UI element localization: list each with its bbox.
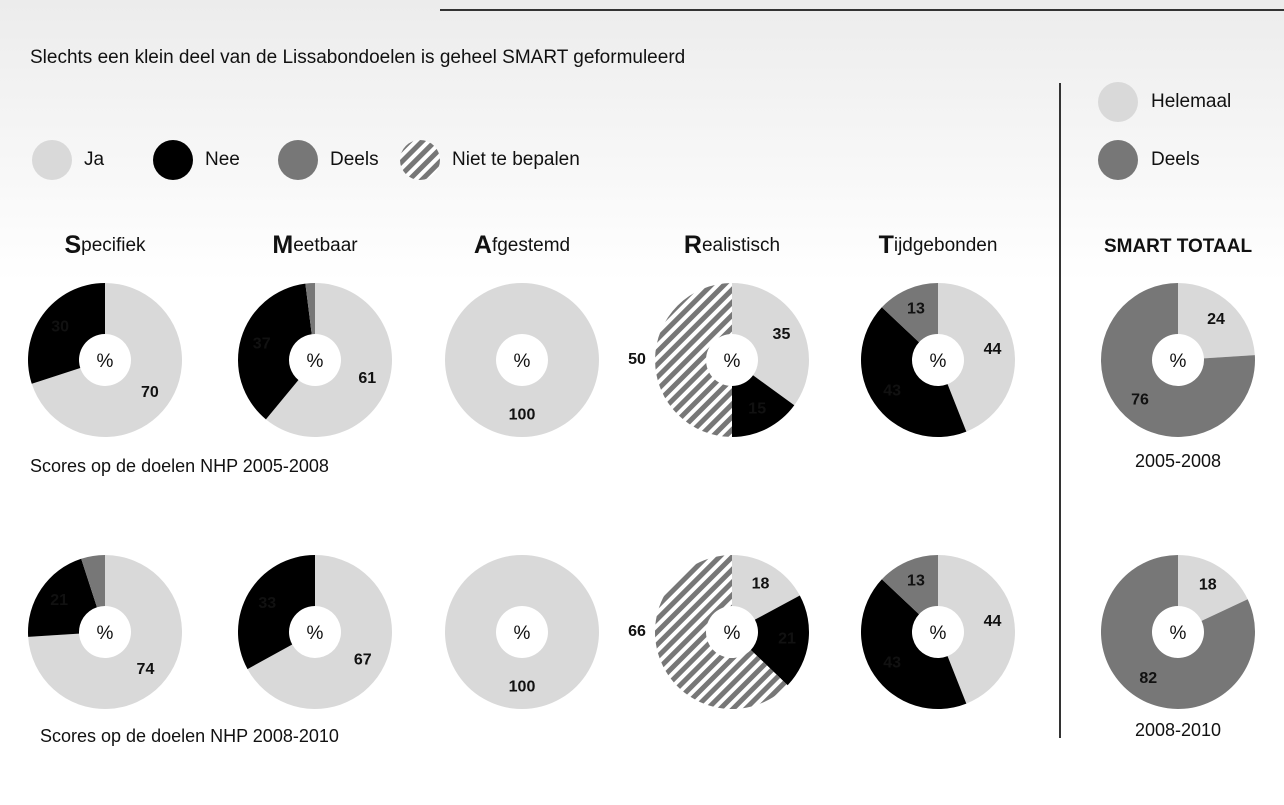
center-label: % xyxy=(1170,351,1187,372)
value-label: 21 xyxy=(778,631,796,648)
center-label: % xyxy=(97,623,114,644)
donut-segment xyxy=(654,555,788,709)
donut-segment xyxy=(247,555,392,709)
donut-segment xyxy=(31,283,182,437)
total-caption: 2005-2008 xyxy=(1135,451,1221,471)
donut-segment xyxy=(444,283,599,438)
value-label: 35 xyxy=(773,326,791,343)
chart-title: Afgestemd xyxy=(474,231,570,259)
value-label: 33 xyxy=(258,595,276,612)
value-label: 44 xyxy=(984,341,1002,358)
legend-swatch xyxy=(278,140,318,180)
donut-segment xyxy=(861,579,967,709)
center-label: % xyxy=(307,351,324,372)
chart-title: Meetbaar xyxy=(272,231,358,259)
value-label: 67 xyxy=(354,651,372,668)
value-label: 43 xyxy=(883,382,901,399)
legend-label: Niet te bepalen xyxy=(452,149,580,170)
center-label: % xyxy=(724,351,741,372)
legend-swatch xyxy=(32,140,72,180)
donut-segment xyxy=(27,282,106,384)
value-label: 30 xyxy=(51,319,69,336)
legend-swatch xyxy=(1098,82,1138,122)
donut-segment xyxy=(1178,555,1248,621)
value-label: 66 xyxy=(628,623,646,640)
value-label: 43 xyxy=(883,654,901,671)
legend-label: Deels xyxy=(330,149,379,170)
donut-segment xyxy=(881,555,938,615)
donut-segment xyxy=(27,558,97,637)
donut-segment xyxy=(305,283,315,335)
center-label: % xyxy=(97,351,114,372)
chart-title: Realistisch xyxy=(684,231,780,259)
value-label: 100 xyxy=(509,407,536,424)
value-label: 82 xyxy=(1139,670,1157,687)
donut-segment xyxy=(238,555,315,670)
legend-swatch xyxy=(1098,140,1138,180)
donut-segment xyxy=(938,555,1015,704)
center-label: % xyxy=(514,623,531,644)
value-label: 100 xyxy=(509,679,536,696)
donut-segment xyxy=(750,595,809,686)
donut-segment xyxy=(444,555,599,709)
value-label: 37 xyxy=(253,336,271,353)
donut-segment xyxy=(861,307,967,437)
legend-label: Helemaal xyxy=(1151,91,1231,112)
donut-segment xyxy=(732,375,795,437)
center-label: % xyxy=(307,623,324,644)
total-caption: 2008-2010 xyxy=(1135,720,1221,740)
value-label: 13 xyxy=(907,300,925,317)
donut-segment xyxy=(1178,283,1255,359)
donut-segment xyxy=(938,283,1016,432)
legend-label: Deels xyxy=(1151,149,1200,170)
value-label: 15 xyxy=(748,401,766,418)
donut-segment xyxy=(732,555,800,620)
donut-segment xyxy=(237,283,312,420)
value-label: 18 xyxy=(752,576,770,593)
row-caption: Scores op de doelen NHP 2008-2010 xyxy=(40,726,339,746)
legend-label: Nee xyxy=(205,149,240,170)
center-label: % xyxy=(930,623,947,644)
chart-title: Tijdgebonden xyxy=(879,231,998,259)
value-label: 44 xyxy=(984,613,1002,630)
donut-segment xyxy=(1100,555,1255,709)
value-label: 13 xyxy=(907,572,925,589)
value-label: 76 xyxy=(1131,392,1149,409)
value-label: 18 xyxy=(1199,576,1217,593)
row-caption: Scores op de doelen NHP 2005-2008 xyxy=(30,456,329,476)
center-label: % xyxy=(724,623,741,644)
value-label: 50 xyxy=(628,351,646,368)
donut-segment xyxy=(1100,283,1255,437)
legend-label: Ja xyxy=(84,149,105,170)
center-label: % xyxy=(514,351,531,372)
donut-segment xyxy=(265,283,392,437)
center-label: % xyxy=(1170,623,1187,644)
value-label: 70 xyxy=(141,384,159,401)
value-label: 61 xyxy=(358,370,376,387)
title: Slechts een klein deel van de Lissabondo… xyxy=(30,47,685,68)
donut-segment xyxy=(655,283,732,437)
legend-swatch xyxy=(400,140,440,180)
donut-segment xyxy=(881,283,938,343)
value-label: 24 xyxy=(1207,311,1225,328)
chart-title: Specifiek xyxy=(64,231,146,259)
donut-segment xyxy=(28,555,183,709)
donut-segment xyxy=(81,555,105,608)
value-label: 74 xyxy=(137,661,155,678)
donut-segment xyxy=(732,283,809,406)
total-title: SMART TOTAAL xyxy=(1104,236,1253,257)
center-label: % xyxy=(930,351,947,372)
legend-swatch xyxy=(153,140,193,180)
value-label: 21 xyxy=(50,592,68,609)
